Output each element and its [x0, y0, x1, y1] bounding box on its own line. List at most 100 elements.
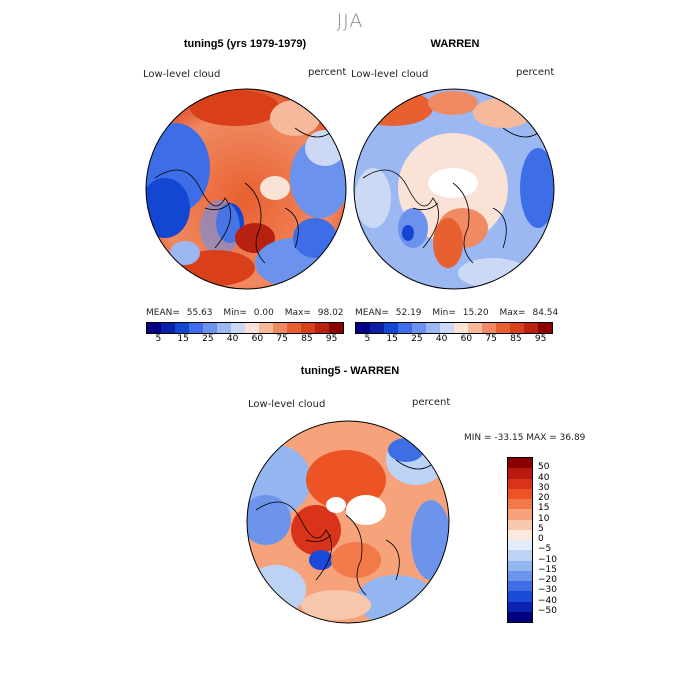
colorbar-tick-label: −5 — [538, 544, 552, 555]
colorbar-tick-label: −10 — [538, 554, 557, 565]
colorbar-tick-label: 0 — [538, 534, 544, 544]
colorbar-tick-label: 15 — [386, 334, 398, 344]
colorbar-swatch — [356, 323, 370, 333]
colorbar-tick-label: −15 — [538, 564, 557, 575]
colorbar-swatch — [175, 323, 189, 333]
panel-2-max-label: Max= — [499, 308, 526, 318]
panel-1-min: 0.00 — [253, 308, 274, 318]
panel-2-min: 15.20 — [462, 308, 489, 318]
colorbar-tick-label: 5 — [538, 523, 544, 534]
panel-1-max: 98.02 — [317, 308, 344, 318]
colorbar-swatch — [315, 323, 329, 333]
colorbar-swatch — [508, 560, 532, 571]
colorbar-swatch — [482, 323, 496, 333]
colorbar-swatch — [508, 550, 532, 561]
colorbar-swatch — [259, 323, 273, 333]
colorbar-tick-label: 95 — [534, 334, 547, 344]
colorbar-swatch — [508, 488, 532, 499]
colorbar-swatch — [189, 323, 203, 333]
colorbar-tick-label: 10 — [538, 513, 550, 524]
colorbar-swatch — [508, 540, 532, 551]
colorbar-swatch — [398, 323, 412, 333]
colorbar-tick-label: 5 — [364, 334, 371, 344]
colorbar-swatch — [508, 519, 532, 530]
colorbar-tick-label: 85 — [510, 334, 522, 344]
panel-2-map — [353, 88, 555, 290]
colorbar-tick-label: −20 — [538, 575, 557, 585]
colorbar-swatch — [524, 323, 538, 333]
colorbar-swatch — [508, 499, 532, 510]
colorbar-swatch — [538, 323, 552, 333]
panel-2-stats: MEAN= 52.19 Min= 15.20 Max= 84.54 — [355, 308, 558, 318]
panel-2-colorbar-ticks: 5 15 25 40 60 75 85 95 — [355, 334, 553, 346]
colorbar-tick-label: 25 — [202, 334, 214, 344]
panel-2-units: percent — [516, 67, 555, 78]
colorbar-swatch — [468, 323, 482, 333]
panel-2-colorbar-swatches — [355, 322, 553, 334]
colorbar-tick-label: 15 — [538, 503, 550, 514]
panel-2-mean: 52.19 — [395, 308, 422, 318]
colorbar-tick-label: 40 — [538, 472, 550, 483]
diff-panel-map — [246, 420, 450, 624]
colorbar-tick-label: 40 — [435, 334, 448, 344]
colorbar-swatch — [508, 570, 532, 581]
panel-1-colorbar-ticks: 5 15 25 40 60 75 85 95 — [146, 334, 344, 346]
panel-1-min-label: Min= — [223, 308, 247, 318]
panel-2-title: WARREN — [430, 38, 480, 50]
colorbar-swatch — [454, 323, 468, 333]
colorbar-swatch — [231, 323, 245, 333]
colorbar-swatch — [273, 323, 287, 333]
colorbar-swatch — [287, 323, 301, 333]
colorbar-tick-label: 30 — [538, 482, 550, 493]
panel-1-colorbar: 5 15 25 40 60 75 85 95 — [146, 322, 344, 346]
panel-1-colorbar-swatches — [146, 322, 344, 334]
colorbar-tick-label: 75 — [276, 334, 288, 344]
diff-panel-units: percent — [412, 397, 451, 408]
colorbar-tick-label: 20 — [538, 493, 550, 503]
colorbar-swatch — [508, 591, 532, 602]
colorbar-swatch — [426, 323, 440, 333]
colorbar-swatch — [384, 323, 398, 333]
panel-2-mean-label: MEAN= — [355, 308, 389, 318]
diff-panel-variable: Low-level cloud — [248, 399, 326, 410]
panel-2-max: 84.54 — [532, 308, 559, 318]
colorbar-swatch — [301, 323, 315, 333]
colorbar-swatch — [508, 478, 532, 489]
colorbar-tick-label: 60 — [460, 334, 473, 344]
colorbar-tick-label: 15 — [177, 334, 189, 344]
panel-1-mean: 55.63 — [186, 308, 213, 318]
colorbar-swatch — [496, 323, 510, 333]
panel-1-mean-label: MEAN= — [146, 308, 180, 318]
colorbar-tick-label: −40 — [538, 595, 557, 606]
colorbar-swatch — [508, 581, 532, 592]
colorbar-swatch — [508, 611, 532, 622]
panel-1-map — [145, 88, 347, 290]
panel-1-max-label: Max= — [284, 308, 311, 318]
colorbar-tick-label: 75 — [485, 334, 497, 344]
colorbar-swatch — [329, 323, 343, 333]
colorbar-tick-label: 85 — [301, 334, 313, 344]
panel-1-stats: MEAN= 55.63 Min= 0.00 Max= 98.02 — [146, 308, 344, 318]
panel-1-variable: Low-level cloud — [143, 69, 221, 80]
colorbar-swatch — [147, 323, 161, 333]
colorbar-swatch — [203, 323, 217, 333]
colorbar-swatch — [508, 458, 532, 469]
diff-colorbar — [507, 457, 533, 623]
panel-2-min-label: Min= — [432, 308, 456, 318]
colorbar-swatch — [412, 323, 426, 333]
diff-panel-title: tuning5 - WARREN — [300, 365, 400, 377]
panel-1-title: tuning5 (yrs 1979-1979) — [183, 38, 307, 50]
colorbar-swatch — [508, 601, 532, 612]
colorbar-swatch — [440, 323, 454, 333]
colorbar-tick-label: −30 — [538, 585, 557, 596]
panel-2-colorbar: 5 15 25 40 60 75 85 95 — [355, 322, 553, 346]
colorbar-swatch — [370, 323, 384, 333]
colorbar-tick-label: 50 — [538, 462, 550, 473]
page-title: JJA — [336, 10, 364, 32]
diff-colorbar-ticks: 50 40 30 20 15 10 5 0 −5 −10 −15 −20 −30 −40 −50 — [538, 457, 578, 621]
colorbar-tick-label: 60 — [251, 334, 264, 344]
panel-1-units: percent — [308, 67, 347, 78]
diff-panel-minmax: MIN = -33.15 MAX = 36.89 — [464, 433, 586, 443]
colorbar-swatch — [217, 323, 231, 333]
colorbar-swatch — [161, 323, 175, 333]
